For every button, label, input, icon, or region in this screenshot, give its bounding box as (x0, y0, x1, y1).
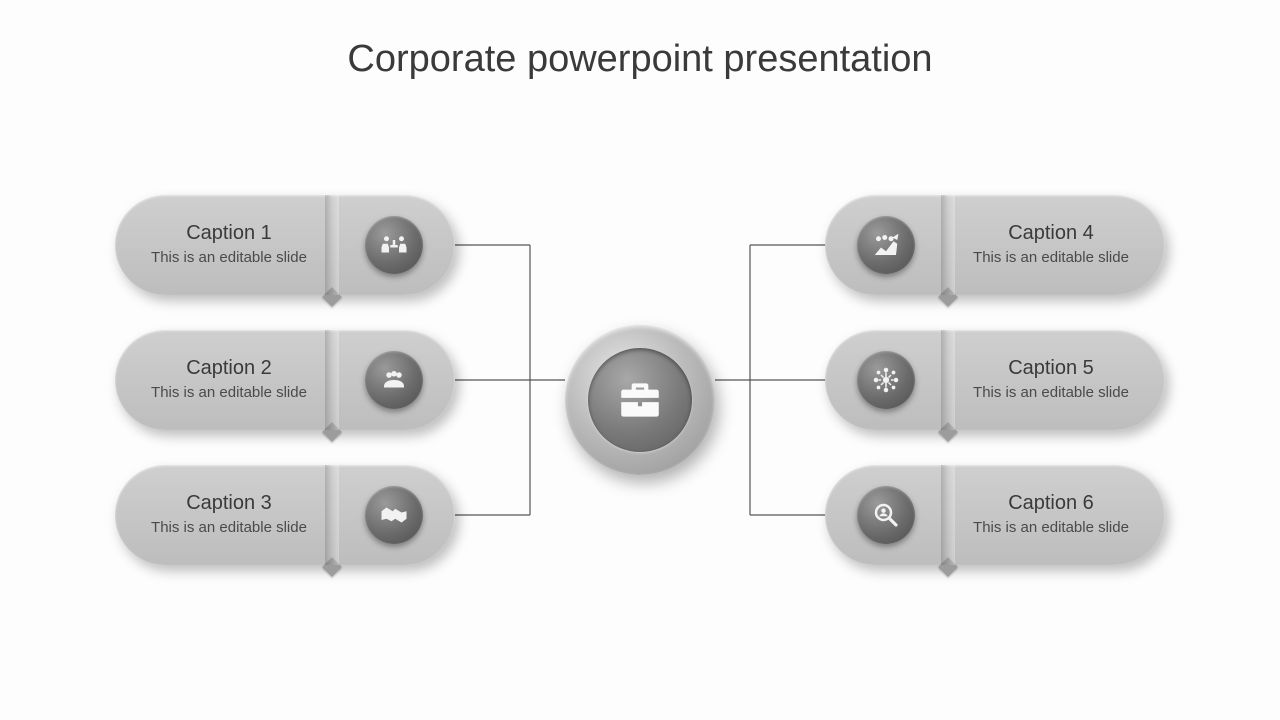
caption-desc: This is an editable slide (143, 384, 315, 403)
text-block: Caption 5 This is an editable slide (955, 357, 1165, 403)
item-caption-6: Caption 6 This is an editable slide (825, 465, 1165, 565)
caption-label: Caption 1 (143, 222, 315, 245)
caption-label: Caption 4 (965, 222, 1137, 245)
slide: Corporate powerpoint presentation Captio… (0, 0, 1280, 720)
meeting-icon (365, 216, 423, 274)
briefcase-icon (588, 348, 692, 452)
caption-desc: This is an editable slide (143, 519, 315, 538)
caption-label: Caption 2 (143, 357, 315, 380)
caption-label: Caption 5 (965, 357, 1137, 380)
item-caption-5: Caption 5 This is an editable slide (825, 330, 1165, 430)
text-block: Caption 3 This is an editable slide (115, 492, 325, 538)
caption-desc: This is an editable slide (965, 519, 1137, 538)
item-caption-1: Caption 1 This is an editable slide (115, 195, 455, 295)
item-caption-4: Caption 4 This is an editable slide (825, 195, 1165, 295)
text-block: Caption 2 This is an editable slide (115, 357, 325, 403)
center-hub (565, 325, 715, 475)
network-icon (857, 351, 915, 409)
search-user-icon (857, 486, 915, 544)
caption-desc: This is an editable slide (965, 249, 1137, 268)
text-block: Caption 1 This is an editable slide (115, 222, 325, 268)
item-caption-3: Caption 3 This is an editable slide (115, 465, 455, 565)
slide-title: Corporate powerpoint presentation (0, 38, 1280, 81)
caption-desc: This is an editable slide (143, 249, 315, 268)
growth-icon (857, 216, 915, 274)
caption-desc: This is an editable slide (965, 384, 1137, 403)
text-block: Caption 6 This is an editable slide (955, 492, 1165, 538)
text-block: Caption 4 This is an editable slide (955, 222, 1165, 268)
caption-label: Caption 6 (965, 492, 1137, 515)
item-caption-2: Caption 2 This is an editable slide (115, 330, 455, 430)
group-icon (365, 351, 423, 409)
handshake-icon (365, 486, 423, 544)
caption-label: Caption 3 (143, 492, 315, 515)
